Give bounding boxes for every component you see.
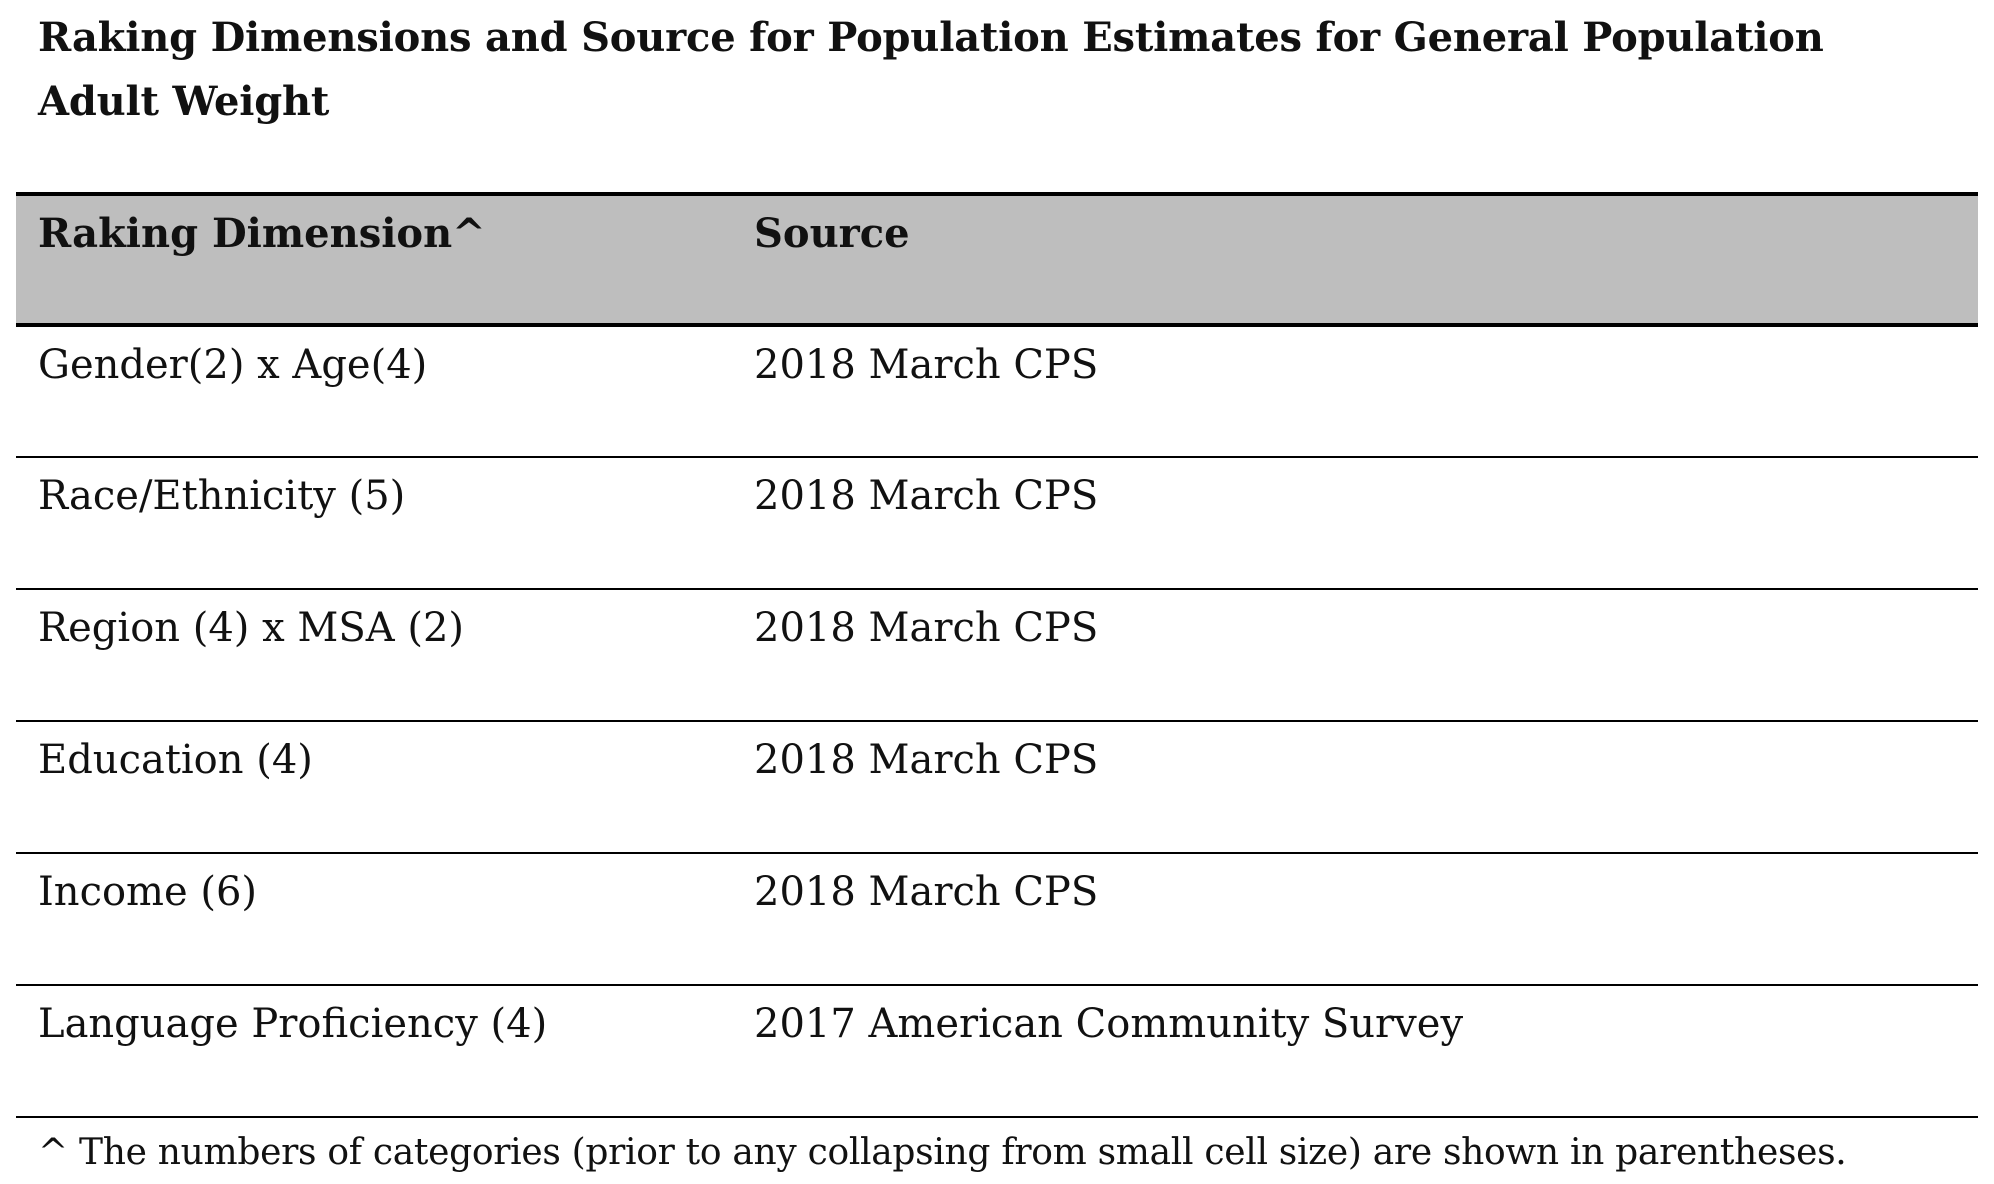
cell-source: 2017 American Community Survey	[754, 985, 1978, 1118]
table-title: Raking Dimensions and Source for Populat…	[38, 14, 1824, 125]
table-row: Race/Ethnicity (5) 2018 March CPS	[16, 457, 1978, 590]
table-footnote: ^ The numbers of categories (prior to an…	[38, 1132, 1847, 1173]
table-header: Raking Dimension^ Source	[16, 192, 1978, 327]
cell-dimension: Gender(2) x Age(4)	[16, 325, 754, 458]
table-row: Region (4) x MSA (2) 2018 March CPS	[16, 589, 1978, 722]
raking-table-container: Raking Dimension^ Source Gender(2) x Age…	[16, 192, 1978, 1118]
cell-source: 2018 March CPS	[754, 457, 1978, 590]
header-source: Source	[754, 192, 1978, 327]
table-row: Income (6) 2018 March CPS	[16, 853, 1978, 986]
cell-dimension: Language Proficiency (4)	[16, 985, 754, 1118]
raking-dimensions-table: Raking Dimension^ Source Gender(2) x Age…	[16, 192, 1978, 1118]
cell-source: 2018 March CPS	[754, 721, 1978, 854]
table-row: Language Proficiency (4) 2017 American C…	[16, 985, 1978, 1118]
header-raking-dimension: Raking Dimension^	[16, 192, 754, 327]
table-row: Education (4) 2018 March CPS	[16, 721, 1978, 854]
header-row: Raking Dimension^ Source	[16, 192, 1978, 327]
table-body: Gender(2) x Age(4) 2018 March CPS Race/E…	[16, 325, 1978, 1118]
cell-source: 2018 March CPS	[754, 589, 1978, 722]
table-row: Gender(2) x Age(4) 2018 March CPS	[16, 325, 1978, 458]
cell-dimension: Income (6)	[16, 853, 754, 986]
cell-dimension: Region (4) x MSA (2)	[16, 589, 754, 722]
cell-source: 2018 March CPS	[754, 325, 1978, 458]
cell-dimension: Education (4)	[16, 721, 754, 854]
cell-source: 2018 March CPS	[754, 853, 1978, 986]
cell-dimension: Race/Ethnicity (5)	[16, 457, 754, 590]
